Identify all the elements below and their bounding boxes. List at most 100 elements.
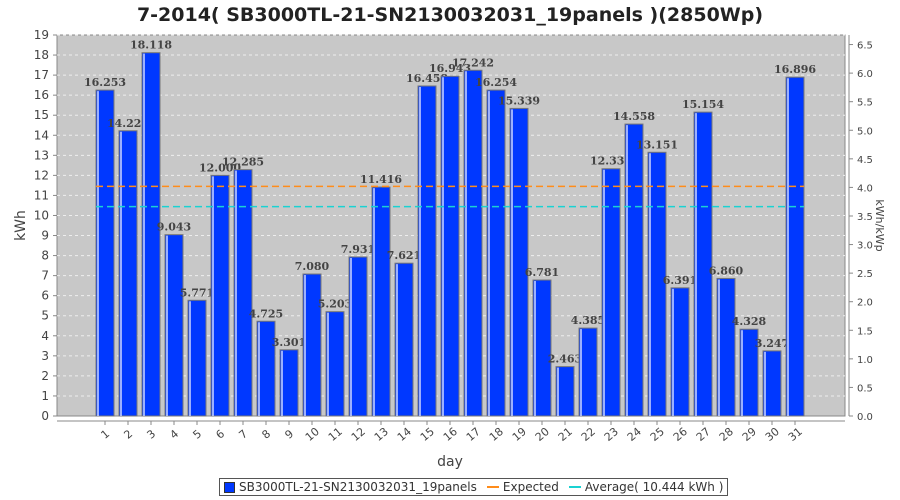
y-right-tick-label: 5.0 bbox=[857, 126, 873, 137]
x-tick-label: 6 bbox=[213, 427, 227, 441]
y-tick-label: 14 bbox=[34, 128, 49, 142]
x-tick-label: 22 bbox=[579, 425, 598, 444]
y-tick-label: 7 bbox=[41, 269, 49, 283]
x-tick-label: 23 bbox=[602, 425, 621, 444]
bar-value-label: 6.781 bbox=[525, 266, 559, 279]
bar-day-6 bbox=[210, 174, 230, 417]
bar-value-label: 4.725 bbox=[249, 307, 283, 320]
x-axis-label: day bbox=[437, 454, 463, 470]
legend-label-average: Average( 10.444 kWh ) bbox=[584, 480, 724, 494]
bar-day-29 bbox=[739, 328, 759, 417]
bar-day-8 bbox=[256, 320, 276, 417]
x-tick-label: 5 bbox=[190, 427, 204, 441]
x-tick-label: 10 bbox=[303, 425, 322, 444]
bar-value-label: 17.242 bbox=[452, 56, 494, 69]
x-tick-label: 16 bbox=[441, 425, 460, 444]
bar-value-label: 16.254 bbox=[475, 76, 517, 89]
y-right-tick-label: 2.0 bbox=[857, 298, 873, 309]
legend-label-expected: Expected bbox=[502, 480, 559, 494]
bar-value-label: 7.621 bbox=[387, 249, 421, 262]
bar-day-10 bbox=[302, 273, 322, 417]
x-tick-label: 18 bbox=[487, 425, 506, 444]
x-tick-label: 24 bbox=[625, 425, 644, 444]
y-right-tick-label: 1.0 bbox=[857, 355, 873, 366]
bar-value-label: 16.253 bbox=[84, 76, 126, 89]
bar-day-30 bbox=[762, 350, 782, 417]
x-tick-label: 11 bbox=[326, 425, 345, 444]
bar-value-label: 9.043 bbox=[157, 221, 191, 234]
bar-day-4 bbox=[164, 234, 184, 417]
y-right-tick-label: 4.0 bbox=[857, 183, 873, 194]
y-tick-label: 10 bbox=[34, 208, 49, 222]
y-tick-label: 9 bbox=[41, 229, 49, 243]
x-tick-label: 9 bbox=[282, 427, 296, 441]
bar-day-15 bbox=[417, 85, 437, 417]
bar-day-31 bbox=[785, 76, 805, 417]
bar-day-9 bbox=[279, 349, 299, 417]
bar-value-label: 2.463 bbox=[548, 353, 582, 366]
chart-title: 7-2014( SB3000TL-21-SN2130032031_19panel… bbox=[136, 4, 764, 26]
y-tick-label: 15 bbox=[34, 108, 49, 122]
bar-value-label: 15.154 bbox=[682, 98, 724, 111]
x-tick-label: 12 bbox=[349, 425, 368, 444]
y-right-tick-label: 2.5 bbox=[857, 269, 873, 280]
bar-value-label: 3.247 bbox=[755, 337, 789, 350]
y-tick-label: 4 bbox=[41, 329, 49, 343]
y-tick-label: 3 bbox=[41, 349, 49, 363]
bar-value-label: 14.224 bbox=[107, 117, 149, 130]
x-tick-label: 17 bbox=[464, 425, 483, 444]
bar-day-3 bbox=[141, 52, 161, 417]
y-tick-label: 0 bbox=[41, 409, 49, 423]
bar-value-label: 4.328 bbox=[732, 315, 767, 328]
x-tick-label: 1 bbox=[98, 427, 112, 441]
y-tick-label: 16 bbox=[34, 88, 49, 102]
y-tick-label: 6 bbox=[41, 289, 49, 303]
legend: SB3000TL-21-SN2130032031_19panels Expect… bbox=[219, 478, 729, 496]
y-tick-label: 2 bbox=[41, 369, 49, 383]
x-tick-label: 21 bbox=[556, 425, 575, 444]
y-right-axis-label: kWh/kWp bbox=[873, 199, 886, 251]
legend-swatch-average bbox=[568, 486, 581, 488]
bar-day-2 bbox=[118, 130, 138, 417]
y-right-tick-label: 3.0 bbox=[857, 241, 873, 252]
x-tick-label: 30 bbox=[763, 425, 782, 444]
bar-day-1 bbox=[95, 89, 115, 417]
bar-value-label: 6.391 bbox=[663, 274, 697, 287]
x-tick-label: 2 bbox=[121, 427, 135, 441]
y-tick-label: 19 bbox=[34, 28, 49, 42]
bar-day-28 bbox=[716, 277, 736, 417]
x-tick-label: 20 bbox=[533, 425, 552, 444]
bar-value-label: 5.203 bbox=[318, 298, 352, 311]
bar-day-27 bbox=[693, 111, 713, 417]
bar-day-18 bbox=[486, 89, 506, 417]
bar-day-24 bbox=[624, 123, 644, 417]
x-tick-label: 28 bbox=[717, 425, 736, 444]
y-right-tick-label: 1.5 bbox=[857, 326, 873, 337]
y-right-tick-label: 5.5 bbox=[857, 98, 873, 109]
bar-value-label: 16.458 bbox=[406, 72, 448, 85]
y-right-tick-label: 4.5 bbox=[857, 155, 873, 166]
y-tick-label: 11 bbox=[34, 188, 49, 202]
legend-swatch-series bbox=[224, 481, 235, 493]
x-tick-label: 13 bbox=[372, 425, 391, 444]
legend-swatch-expected bbox=[486, 486, 499, 488]
x-tick-label: 27 bbox=[694, 425, 713, 444]
y-tick-label: 8 bbox=[41, 249, 49, 263]
y-tick-label: 13 bbox=[34, 148, 49, 162]
legend-label-series: SB3000TL-21-SN2130032031_19panels bbox=[239, 480, 477, 494]
x-tick-label: 3 bbox=[144, 427, 158, 441]
bar-value-label: 6.860 bbox=[709, 264, 744, 277]
y-tick-label: 18 bbox=[34, 48, 49, 62]
bar-value-label: 16.943 bbox=[429, 62, 471, 75]
bar-day-26 bbox=[670, 287, 690, 417]
x-tick-label: 8 bbox=[259, 427, 273, 441]
bar-value-label: 12.331 bbox=[590, 155, 632, 168]
y-right-tick-label: 3.5 bbox=[857, 212, 873, 223]
bar-value-label: 3.301 bbox=[272, 336, 306, 349]
bar-value-label: 7.080 bbox=[295, 260, 330, 273]
bar-value-label: 11.416 bbox=[360, 173, 402, 186]
y-right-tick-label: 6.0 bbox=[857, 69, 873, 80]
x-tick-label: 7 bbox=[236, 427, 250, 441]
bar-day-25 bbox=[647, 151, 667, 417]
bar-value-label: 4.385 bbox=[571, 314, 605, 327]
